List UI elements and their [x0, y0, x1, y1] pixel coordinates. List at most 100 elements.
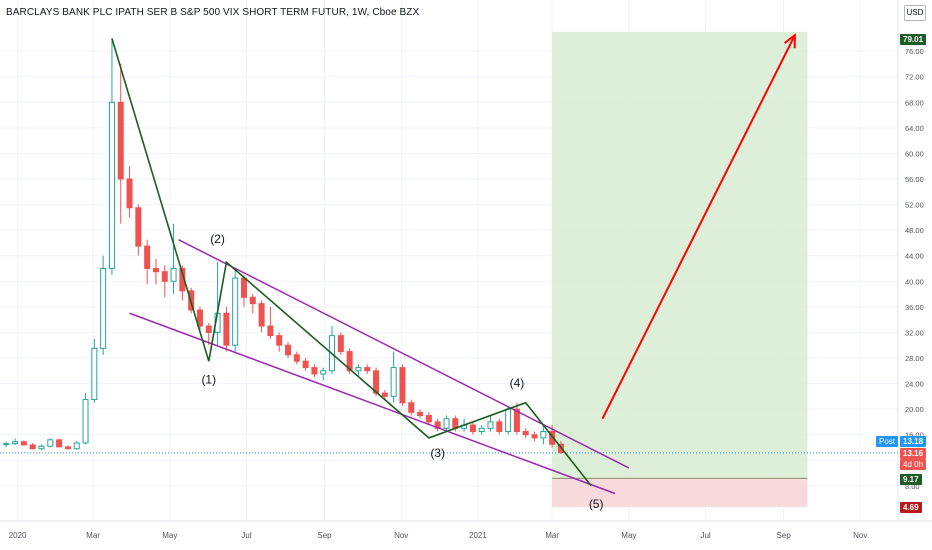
- target-arrow-line: [601, 34, 796, 420]
- chart-axes: [0, 0, 932, 522]
- candle-down: [469, 424, 476, 433]
- chart-title: BARCLAYS BANK PLC IPATH SER B S&P 500 VI…: [6, 7, 420, 18]
- candle-up: [100, 267, 107, 349]
- candle-down: [161, 271, 168, 282]
- x-tick-label: Nov: [394, 531, 408, 540]
- wave-label: (1): [201, 373, 216, 387]
- y-tick-label: 28.00: [905, 354, 924, 363]
- x-tick-label: Mar: [86, 531, 100, 540]
- y-tick-label: 32.00: [905, 328, 924, 337]
- x-tick-label: Mar: [545, 531, 559, 540]
- candle-down: [64, 446, 71, 450]
- chart-drawings[interactable]: (1) (2) (3) (4) (5): [111, 33, 796, 511]
- candle-up: [170, 267, 177, 282]
- candle-up: [505, 408, 512, 433]
- x-tick-label: 2021: [469, 531, 487, 540]
- candle-down: [144, 245, 151, 269]
- x-tick-label: Jul: [241, 531, 251, 540]
- post-market-label: Post: [876, 436, 899, 447]
- candle-up: [91, 347, 98, 401]
- candle-down: [205, 325, 212, 333]
- candle-up: [38, 445, 45, 450]
- y-tick-label: 76.00: [905, 47, 924, 56]
- candle-up: [73, 442, 80, 450]
- y-tick-label: 16.00: [905, 431, 924, 440]
- candle-down: [522, 431, 529, 436]
- candle-down: [152, 267, 159, 273]
- y-tick-label: 48.00: [905, 226, 924, 235]
- risk-reward-zones: [552, 31, 808, 508]
- candle-down: [311, 367, 318, 375]
- candle-down: [126, 178, 133, 209]
- y-tick-label: 40.00: [905, 277, 924, 286]
- candle-down: [531, 434, 538, 439]
- candle-down: [513, 408, 520, 433]
- candle-down: [135, 207, 142, 247]
- x-tick-label: Sep: [776, 531, 791, 540]
- candle-down: [285, 344, 292, 356]
- candle-up: [47, 439, 54, 447]
- y-tick-label: 68.00: [905, 98, 924, 107]
- candle-down: [346, 351, 353, 372]
- candle-down: [117, 101, 124, 180]
- candle-up: [3, 443, 10, 446]
- profit-zone: [552, 31, 808, 479]
- y-tick-label: 36.00: [905, 303, 924, 312]
- candle-up: [82, 399, 89, 444]
- currency-button[interactable]: USD: [904, 5, 926, 21]
- stop-price-tag: 4.69: [900, 502, 922, 513]
- x-tick-label: 2020: [9, 531, 27, 540]
- candle-up: [108, 101, 115, 269]
- loss-zone: [552, 478, 808, 508]
- candle-down: [417, 411, 424, 417]
- x-tick-label: May: [621, 531, 636, 540]
- candle-down: [56, 439, 63, 448]
- x-tick-label: Jul: [700, 531, 710, 540]
- candle-down: [302, 360, 309, 369]
- y-tick-label: 72.00: [905, 73, 924, 82]
- wave-label: (3): [430, 446, 445, 460]
- candle-up: [232, 277, 239, 346]
- y-tick-label: 64.00: [905, 124, 924, 133]
- candle-down: [29, 444, 36, 450]
- candle-up: [478, 427, 485, 433]
- candle-down: [373, 370, 380, 394]
- post-market-price-tag: 13.18: [900, 436, 927, 447]
- candle-down: [223, 312, 230, 346]
- y-tick-label: 8.00: [905, 482, 920, 491]
- candle-down: [408, 402, 415, 413]
- candle-up: [390, 367, 397, 397]
- candle-up: [355, 367, 362, 372]
- target-price-tag: 79.01: [900, 34, 927, 45]
- bar-countdown: 4d 0h: [900, 459, 927, 470]
- candle-down: [196, 309, 203, 327]
- candle-down: [549, 431, 556, 445]
- y-tick-label: 56.00: [905, 175, 924, 184]
- elliott-wave-line: [111, 38, 592, 487]
- candle-down: [425, 415, 432, 423]
- y-axis-ticks: 8.0012.0016.0020.0024.0028.0032.0036.004…: [905, 47, 924, 491]
- y-tick-label: 44.00: [905, 252, 924, 261]
- target-arrow-head: [783, 33, 796, 49]
- candle-down: [267, 325, 274, 337]
- candle-down: [399, 367, 406, 404]
- y-tick-label: 24.00: [905, 380, 924, 389]
- candle-down: [20, 441, 27, 446]
- x-axis-ticks: 2020 Mar May Jul Sep Nov 2021 Mar May Jul Sep Nov: [9, 531, 868, 540]
- channel-upper-line: [178, 239, 630, 469]
- candle-down: [496, 421, 503, 433]
- candle-down: [276, 335, 283, 346]
- x-tick-label: May: [162, 531, 177, 540]
- candle-up: [443, 418, 450, 429]
- wave-label: (2): [210, 232, 225, 246]
- last-price-tag: 13.16: [900, 448, 927, 459]
- candle-down: [249, 296, 256, 305]
- y-tick-label: 60.00: [905, 149, 924, 158]
- y-tick-label: 52.00: [905, 201, 924, 210]
- entry-price-tag: 9.17: [900, 474, 922, 485]
- candle-down: [381, 392, 388, 397]
- candle-up: [540, 431, 547, 439]
- candle-up: [487, 421, 494, 429]
- wave-label: (5): [589, 497, 604, 511]
